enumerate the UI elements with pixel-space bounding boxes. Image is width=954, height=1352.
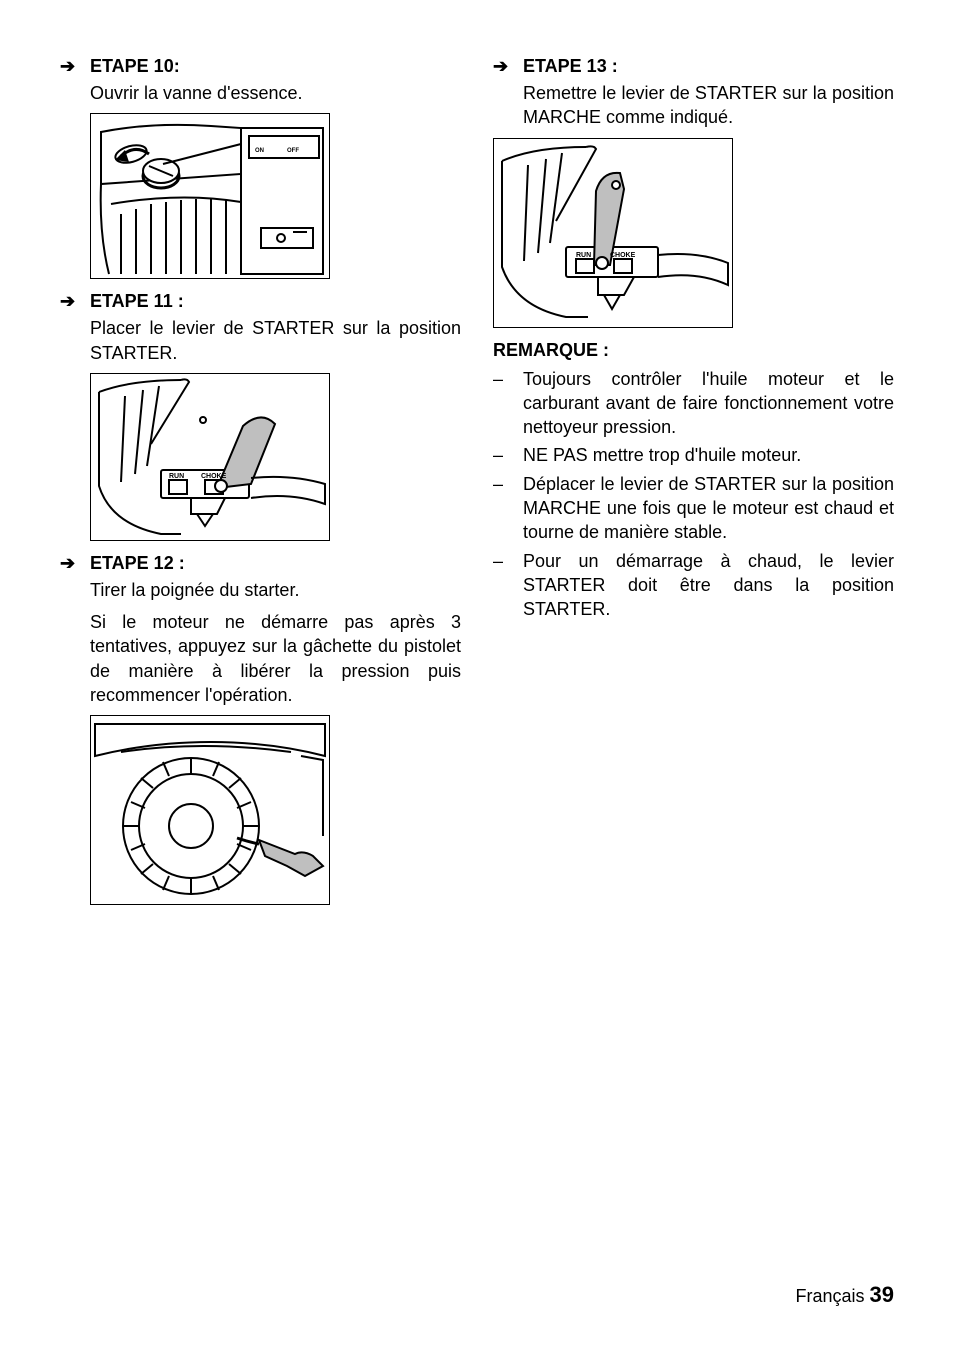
step11-body: Placer le levier de STARTER sur la posit… <box>90 316 461 365</box>
left-column: ➔ ETAPE 10: Ouvrir la vanne d'essence. <box>60 56 461 917</box>
step10-heading: ➔ ETAPE 10: <box>60 56 461 77</box>
list-item: – Déplacer le levier de STARTER sur la p… <box>493 472 894 545</box>
list-item: – NE PAS mettre trop d'huile moteur. <box>493 443 894 467</box>
step13-heading: ➔ ETAPE 13 : <box>493 56 894 77</box>
remark-heading: REMARQUE : <box>493 340 894 361</box>
step12-body1: Tirer la poignée du starter. <box>90 578 461 602</box>
label-on: ON <box>255 148 264 154</box>
step12-title: ETAPE 12 : <box>90 553 185 574</box>
dash-bullet-icon: – <box>493 367 507 440</box>
remark-text: Toujours contrôler l'huile moteur et le … <box>523 367 894 440</box>
label-off: OFF <box>287 148 299 154</box>
list-item: – Pour un démarrage à chaud, le levier S… <box>493 549 894 622</box>
label-choke: CHOKE <box>201 473 227 480</box>
remark-list: – Toujours contrôler l'huile moteur et l… <box>493 367 894 622</box>
arrow-right-icon: ➔ <box>493 57 513 75</box>
step11-diagram: RUN CHOKE <box>90 373 330 541</box>
page-footer: Français 39 <box>795 1282 894 1308</box>
step10-title: ETAPE 10: <box>90 56 180 77</box>
step13-diagram: RUN CHOKE <box>493 138 733 328</box>
step12-body2: Si le moteur ne démarre pas après 3 tent… <box>90 610 461 707</box>
footer-language: Français <box>795 1286 864 1306</box>
right-column: ➔ ETAPE 13 : Remettre le levier de START… <box>493 56 894 917</box>
step10-diagram: ON OFF <box>90 113 330 279</box>
arrow-right-icon: ➔ <box>60 292 80 310</box>
dash-bullet-icon: – <box>493 443 507 467</box>
footer-page-number: 39 <box>870 1282 894 1307</box>
remark-text: NE PAS mettre trop d'huile moteur. <box>523 443 894 467</box>
dash-bullet-icon: – <box>493 549 507 622</box>
two-column-layout: ➔ ETAPE 10: Ouvrir la vanne d'essence. <box>60 56 894 917</box>
step11-heading: ➔ ETAPE 11 : <box>60 291 461 312</box>
step12-heading: ➔ ETAPE 12 : <box>60 553 461 574</box>
list-item: – Toujours contrôler l'huile moteur et l… <box>493 367 894 440</box>
label-run: RUN <box>576 252 591 259</box>
step13-title: ETAPE 13 : <box>523 56 618 77</box>
step13-body: Remettre le levier de STARTER sur la pos… <box>523 81 894 130</box>
label-run: RUN <box>169 473 184 480</box>
step12-diagram <box>90 715 330 905</box>
step10-body: Ouvrir la vanne d'essence. <box>90 81 461 105</box>
remark-text: Pour un démarrage à chaud, le levier STA… <box>523 549 894 622</box>
label-choke: CHOKE <box>610 252 636 259</box>
arrow-right-icon: ➔ <box>60 57 80 75</box>
arrow-right-icon: ➔ <box>60 554 80 572</box>
step11-title: ETAPE 11 : <box>90 291 184 312</box>
dash-bullet-icon: – <box>493 472 507 545</box>
remark-text: Déplacer le levier de STARTER sur la pos… <box>523 472 894 545</box>
